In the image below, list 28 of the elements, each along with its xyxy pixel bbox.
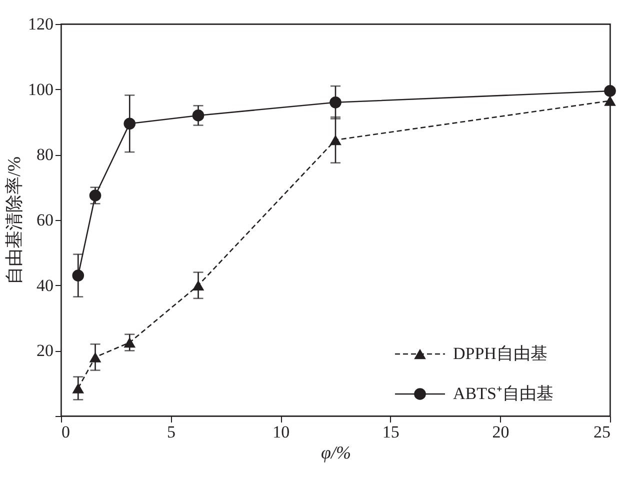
- point: [124, 118, 136, 130]
- y-tick-label: 60: [36, 210, 54, 230]
- y-tick-label: 20: [36, 341, 54, 360]
- point: [89, 190, 102, 202]
- point: [604, 85, 616, 97]
- point: [124, 337, 136, 348]
- y-tick-label: 40: [36, 276, 54, 295]
- y-tick-label: 120: [28, 14, 54, 34]
- x-tick-label: 25: [594, 422, 610, 442]
- point: [330, 134, 342, 146]
- legend-label: DPPH自由基: [453, 344, 548, 363]
- y-tick-label: 80: [36, 145, 54, 164]
- y-axis-title: 自由基清除率/%: [4, 156, 24, 284]
- x-tick-label: 10: [272, 422, 290, 442]
- point: [72, 270, 84, 282]
- point: [89, 352, 102, 362]
- x-tick-label: 0: [62, 422, 70, 442]
- x-tick-label: 5: [167, 422, 176, 442]
- y-tick-label: 100: [28, 80, 54, 99]
- x-tick-label: 20: [492, 422, 510, 442]
- legend-label: ABTS⁺自由基: [453, 384, 554, 403]
- x-tick-label: 15: [382, 422, 400, 442]
- point: [604, 96, 616, 106]
- point: [330, 96, 342, 108]
- point: [72, 383, 84, 394]
- x-axis-title: φ/%: [321, 442, 351, 462]
- point: [192, 110, 204, 122]
- point: [192, 280, 204, 290]
